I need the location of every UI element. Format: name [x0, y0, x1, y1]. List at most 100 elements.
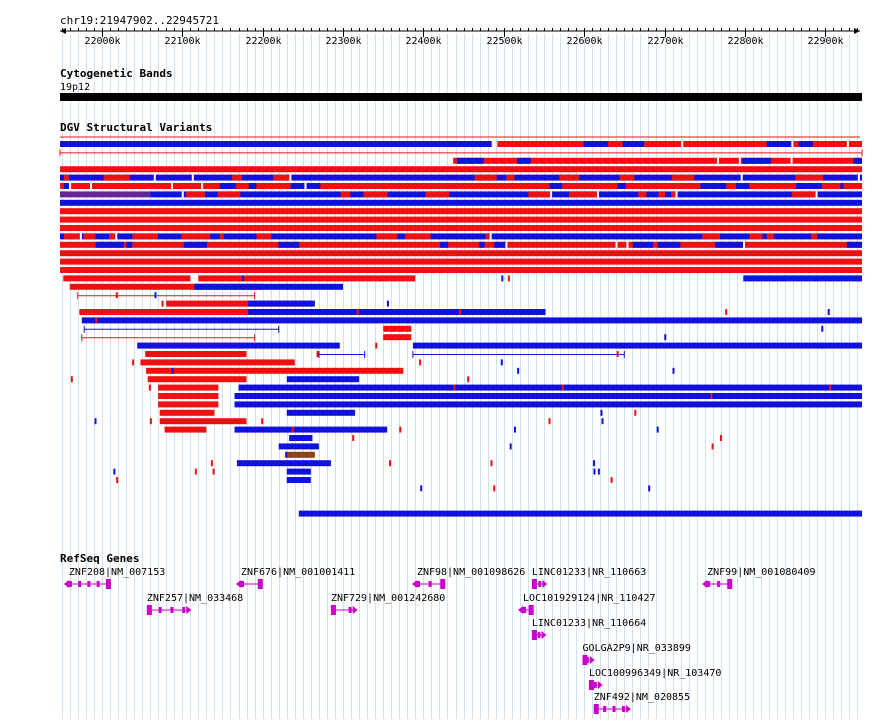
dgv-variant-small: [389, 460, 392, 467]
dgv-variant: [238, 384, 862, 391]
dgv-variant-small: [459, 309, 462, 315]
refseq-gene-exon: [603, 706, 607, 712]
dgv-variant-segment: [405, 233, 431, 240]
dgv-variant-small: [719, 435, 722, 441]
dgv-variant-gap: [866, 183, 869, 189]
refseq-gene-label: LOC101929124|NR_110427: [523, 593, 655, 604]
dgv-variant-segment: [425, 191, 450, 198]
dgv-variant-small: [743, 393, 746, 399]
refseq-gene-exon: [146, 605, 152, 615]
dgv-variant-small: [593, 460, 596, 467]
dgv-variant-small: [94, 418, 97, 425]
dgv-variant: [60, 267, 862, 273]
dgv-variant-small: [243, 300, 246, 307]
dgv-track: DGV Structural Variants: [59, 121, 879, 517]
ruler-tick-label: 22800k: [727, 36, 763, 47]
dgv-variant-gap: [181, 191, 184, 198]
refseq-strand-arrow-left: [63, 580, 69, 588]
dgv-variant-small: [593, 468, 596, 475]
dgv-variant-small: [194, 468, 197, 475]
refseq-gene-label: LINC01233|NR_110663: [532, 567, 646, 578]
dgv-variant: [236, 460, 331, 467]
dgv-variant: [289, 435, 313, 441]
dgv-variant-segment: [742, 157, 772, 164]
refseq-strand-arrow-right: [542, 580, 548, 588]
dgv-variant: [60, 233, 862, 240]
refseq-gene-exon: [585, 657, 589, 663]
dgv-variant-small: [610, 477, 613, 483]
refseq-gene-exon: [96, 581, 100, 587]
dgv-variant-small: [261, 418, 264, 425]
dgv-variant-small: [356, 309, 359, 315]
ruler-tick-label: 22500k: [486, 36, 522, 47]
dgv-variant-segment: [846, 241, 862, 248]
refseq-strand-arrow-right: [352, 606, 358, 614]
dgv-variant-segment: [479, 241, 485, 248]
dgv-variant-gap: [846, 141, 849, 147]
dgv-variant-segment: [811, 233, 818, 240]
dgv-variant: [234, 426, 388, 433]
dgv-variant: [286, 468, 311, 475]
dgv-variant: [146, 367, 404, 374]
dgv-variant-segment: [517, 157, 531, 164]
dgv-variant-segment: [64, 174, 69, 181]
dgv-variant-segment: [735, 183, 750, 189]
dgv-variant-small: [375, 342, 378, 349]
dgv-variant-segment: [528, 191, 551, 198]
dgv-variant-small: [514, 426, 517, 433]
dgv-variant-small: [399, 426, 402, 433]
dgv-variant-segment: [103, 174, 130, 181]
dgv-variant-small: [648, 485, 651, 492]
dgv-variant: [286, 451, 315, 458]
refseq-gene-exon: [348, 607, 352, 613]
dgv-variant: [497, 141, 862, 147]
refseq-gene-exon: [707, 581, 711, 587]
dgv-variant: [158, 393, 219, 399]
refseq-strand-arrow-right: [541, 631, 547, 639]
ruler-tick-label: 22700k: [647, 36, 683, 47]
dgv-variant-gap: [89, 183, 92, 189]
cytoband-19p12[interactable]: [60, 93, 862, 101]
refseq-gene-exon: [593, 682, 597, 688]
refseq-gene-exon: [582, 655, 588, 665]
ruler-ticks: 22000k 22100k 22200k 22300k 22400k 22500k 2260…: [60, 28, 860, 47]
dgv-variant: [383, 334, 412, 341]
dgv-variant-gap: [740, 174, 743, 181]
dgv-variant-gap: [115, 233, 118, 240]
dgv-variant-small: [386, 393, 389, 399]
dgv-variant-small: [821, 325, 824, 332]
refseq-gene-exon: [158, 607, 162, 613]
refseq-gene-exon: [538, 581, 542, 587]
refseq-gene-exon: [105, 579, 111, 589]
dgv-variant-segment: [658, 191, 666, 198]
dgv-variant-small: [352, 435, 355, 441]
dgv-variant-segment: [671, 191, 676, 198]
dgv-variant-gap: [201, 183, 204, 189]
dgv-variant-gap: [681, 141, 684, 147]
dgv-variant-segment: [622, 141, 644, 147]
dgv-variant: [147, 376, 247, 383]
ruler: chr19:21947902..22945721 22000k 22100k 222…: [60, 14, 860, 47]
ruler-tick-label: 22300k: [325, 36, 361, 47]
dgv-variant-segment: [183, 241, 207, 248]
dgv-variant-segment: [485, 233, 490, 240]
dgv-variant-small: [509, 443, 512, 450]
dgv-variant: [158, 384, 219, 391]
dgv-variant-small: [419, 359, 422, 366]
dgv-variant: [60, 241, 862, 248]
dgv-variant-gap: [79, 233, 82, 240]
dgv-variant-gap: [675, 191, 678, 198]
dgv-variant-small: [493, 485, 496, 492]
dgv-variant-segment: [700, 183, 727, 189]
dgv-variant-small: [149, 418, 152, 425]
dgv-variant-small: [171, 367, 174, 374]
dgv-variant-segment: [798, 141, 813, 147]
dgv-variant-small: [783, 275, 786, 282]
dgv-variant-small: [161, 300, 164, 307]
dgv-variant: [286, 409, 356, 416]
dgv-variant-small: [122, 317, 125, 324]
refseq-gene-label: GOLGA2P9|NR_033899: [583, 643, 691, 654]
dgv-variant: [248, 300, 315, 307]
refseq-gene-exon: [588, 680, 594, 690]
dgv-variant-segment: [256, 233, 272, 240]
